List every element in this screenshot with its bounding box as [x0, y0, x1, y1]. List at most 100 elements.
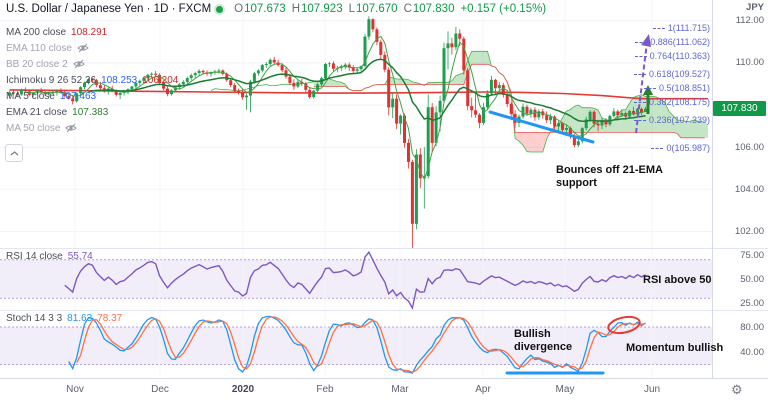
indicator-value: 107.383: [72, 106, 109, 118]
time-axis[interactable]: Nov Dec 2020 Feb Mar Apr May Jun ⚙: [0, 378, 768, 400]
fib-level-text: 0.618(109.527): [648, 69, 710, 79]
indicator-row-ema21[interactable]: EMA 21 close 107.383: [6, 104, 178, 120]
price-axis-tick: 102.00: [734, 226, 764, 237]
price-axis-tick: 110.00: [735, 57, 764, 68]
indicator-value: 108.253: [101, 74, 138, 86]
price-axis-tick: 112.00: [735, 15, 764, 26]
stoch-k-line[interactable]: [68, 315, 646, 374]
stoch-band: [0, 327, 712, 365]
price-axis-border: [712, 0, 713, 378]
fib-level-text: 0.764(110.363): [649, 51, 710, 61]
stoch-momentum-annotation-text[interactable]: Momentum bullish: [626, 342, 724, 354]
stoch-axis-tick: 40.00: [740, 347, 764, 358]
time-axis-label: Jun: [643, 384, 661, 395]
symbol-title-row[interactable]: U.S. Dollar / Japanese Yen · 1D · FXCM O…: [6, 3, 546, 15]
time-axis-label: Apr: [475, 384, 491, 395]
change-value: +0.157 (+0.15%): [460, 3, 547, 15]
stoch-panel-canvas[interactable]: [0, 310, 712, 378]
panel-separator[interactable]: [0, 248, 768, 249]
indicator-row-ma200[interactable]: MA 200 close 108.291: [6, 24, 178, 40]
rsi-annotation-text[interactable]: RSI above 50: [643, 274, 712, 286]
fib-level-text: 0.886(111.062): [650, 37, 710, 47]
price-axis[interactable]: JPY 112.00 110.00 108.00 106.00 104.00 1…: [712, 0, 768, 378]
fib-level-label[interactable]: 0(105.987): [651, 143, 710, 153]
eye-off-icon[interactable]: [72, 59, 85, 69]
fib-level-text: 0(105.987): [666, 143, 710, 153]
fib-level-label[interactable]: 0.236(107.339): [633, 115, 710, 125]
rsi-legend-value: 55.74: [67, 251, 93, 262]
settings-gear-icon[interactable]: ⚙: [731, 382, 743, 397]
stoch-legend-d-value: 78.37: [97, 313, 123, 324]
rsi-band: [0, 259, 712, 299]
fib-level-label[interactable]: 1(111.715): [652, 23, 710, 33]
support-trendline-drawing[interactable]: [488, 110, 595, 144]
stoch-legend-k-value: 81.63: [67, 313, 93, 324]
last-price-badge: 107.830: [713, 101, 766, 116]
market-status-icon: [216, 5, 224, 13]
indicator-value: 107.463: [59, 90, 97, 102]
ohlc-close-value: 107.830: [412, 3, 455, 15]
price-axis-tick: 104.00: [734, 184, 764, 195]
stoch-legend-label: Stoch 14 3 3: [6, 313, 63, 324]
indicator-label: EMA 110 close: [6, 42, 72, 54]
chevron-up-icon: [10, 150, 18, 155]
indicator-label: BB 20 close 2: [6, 58, 68, 70]
indicator-row-ema110[interactable]: EMA 110 close: [6, 40, 178, 56]
ma-5-line[interactable]: [25, 35, 646, 181]
ohlc-high-value: 107.923: [301, 3, 343, 15]
indicator-row-bb20[interactable]: BB 20 close 2: [6, 56, 178, 72]
fib-level-text: 0.382(108.175): [648, 97, 710, 107]
ichimoku-span-b-line[interactable]: [313, 63, 705, 139]
rsi-axis-tick: 75.00: [740, 250, 764, 261]
price-panel-canvas[interactable]: [0, 0, 712, 248]
fib-level-label[interactable]: 0.5(108.851): [643, 83, 710, 93]
panel-separator[interactable]: [0, 310, 768, 311]
rsi-axis-tick: 25.00: [740, 298, 764, 309]
time-axis-label: Nov: [66, 384, 84, 395]
axis-unit-label: JPY: [746, 2, 764, 13]
time-axis-label: Dec: [151, 384, 169, 395]
up-arrow-drawing[interactable]: [643, 85, 653, 114]
ichimoku-cloud[interactable]: [313, 51, 708, 152]
eye-off-icon[interactable]: [77, 43, 89, 53]
stoch-legend-row[interactable]: Stoch 14 3 3 81.63 78.37: [6, 313, 122, 324]
rsi-panel-canvas[interactable]: [0, 248, 712, 310]
rsi-legend-row[interactable]: RSI 14 close 55.74: [6, 251, 93, 262]
indicator-value: 108.291: [71, 26, 108, 38]
indicator-row-ma50[interactable]: MA 50 close: [6, 120, 178, 136]
indicator-label: MA 50 close: [6, 122, 61, 134]
time-axis-label: Mar: [391, 384, 409, 395]
stoch-d-line[interactable]: [76, 316, 646, 374]
time-axis-label: Feb: [316, 384, 334, 395]
fib-level-label[interactable]: 0.618(109.527): [633, 69, 710, 79]
fib-level-label[interactable]: 0.382(108.175): [633, 97, 710, 107]
price-annotation-text[interactable]: Bounces off 21-EMA support: [556, 164, 663, 189]
fib-level-text: 0.5(108.851): [658, 83, 710, 93]
rsi-line[interactable]: [64, 250, 646, 310]
ohlc-close-label: C: [403, 3, 412, 15]
ema-21-line[interactable]: [88, 58, 646, 123]
indicator-legend: MA 200 close 108.291 EMA 110 close BB 20…: [6, 24, 178, 136]
rsi-legend-label: RSI 14 close: [6, 251, 63, 262]
stoch-divergence-annotation-text[interactable]: Bullish divergence: [514, 328, 573, 353]
indicator-row-ichimoku[interactable]: Ichimoku 9 26 52 26 108.253 106.204: [6, 72, 178, 88]
symbol-title[interactable]: U.S. Dollar / Japanese Yen · 1D · FXCM: [6, 3, 212, 15]
price-axis-tick: 106.00: [734, 142, 764, 153]
time-axis-label: 2020: [231, 384, 255, 395]
indicator-label: MA 5 close: [6, 90, 55, 102]
fib-level-label[interactable]: 0.764(110.363): [634, 51, 710, 61]
fib-level-text: 0.236(107.339): [648, 115, 710, 125]
collapse-indicators-button[interactable]: [5, 144, 23, 162]
indicator-label: MA 200 close: [6, 26, 67, 38]
eye-off-icon[interactable]: [65, 123, 78, 133]
ohlc-high-label: H: [291, 3, 301, 15]
momentum-circle-drawing[interactable]: [607, 314, 641, 335]
fib-level-text: 1(111.715): [667, 23, 710, 33]
fib-projection-arrow-drawing[interactable]: [635, 34, 651, 134]
stoch-axis-tick: 80.00: [740, 322, 764, 333]
time-axis-label: May: [555, 384, 575, 395]
indicator-row-ma5[interactable]: MA 5 close 107.463: [6, 88, 178, 104]
indicator-label: EMA 21 close: [6, 106, 68, 118]
fib-level-label[interactable]: 0.886(111.062): [635, 37, 710, 47]
